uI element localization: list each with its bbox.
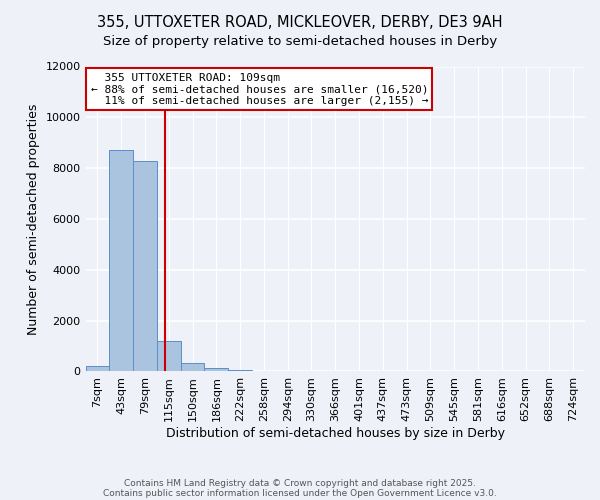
Bar [157,341,181,372]
Y-axis label: Number of semi-detached properties: Number of semi-detached properties [27,104,40,334]
Text: Size of property relative to semi-detached houses in Derby: Size of property relative to semi-detach… [103,35,497,48]
X-axis label: Distribution of semi-detached houses by size in Derby: Distribution of semi-detached houses by … [166,427,505,440]
Bar [86,366,109,372]
Bar [109,150,133,372]
Bar [181,362,205,372]
Bar [228,370,252,372]
Bar [133,160,157,372]
Text: 355 UTTOXETER ROAD: 109sqm  
← 88% of semi-detached houses are smaller (16,520)
: 355 UTTOXETER ROAD: 109sqm ← 88% of semi… [91,72,428,106]
Text: Contains HM Land Registry data © Crown copyright and database right 2025.: Contains HM Land Registry data © Crown c… [124,478,476,488]
Text: 355, UTTOXETER ROAD, MICKLEOVER, DERBY, DE3 9AH: 355, UTTOXETER ROAD, MICKLEOVER, DERBY, … [97,15,503,30]
Text: Contains public sector information licensed under the Open Government Licence v3: Contains public sector information licen… [103,488,497,498]
Bar [205,368,228,372]
